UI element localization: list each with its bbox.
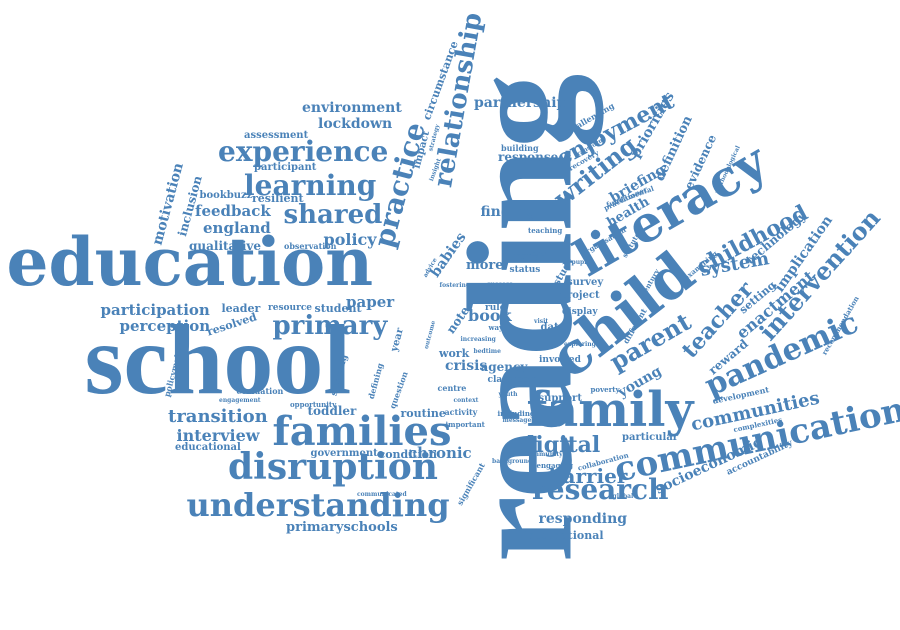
word-family: family [526, 382, 694, 438]
word-important: important [445, 419, 485, 429]
word-success: success [487, 281, 513, 288]
word-transition: transition [168, 406, 268, 427]
word-community: community [525, 451, 563, 458]
word-observation: observation [284, 241, 337, 251]
word-paper: paper [346, 292, 395, 311]
word-engaging: engaging [536, 460, 574, 470]
word-experience: experience [218, 135, 389, 168]
word-teaching: teaching [528, 225, 563, 235]
word-outcome: outcome [422, 319, 437, 350]
word-classroom: classroom [487, 374, 539, 385]
word-school: school [84, 304, 352, 415]
word-message: message [502, 417, 532, 424]
word-exploring: exploring [564, 341, 596, 348]
word-communicated: communicated [357, 491, 407, 498]
word-centre: centre [437, 383, 467, 393]
word-crisis: crisis [445, 358, 488, 374]
word-understanding: understanding [186, 486, 450, 524]
word-primary: primary [272, 311, 388, 341]
word-status: status [509, 264, 541, 275]
word-year: year [389, 326, 406, 353]
word-agency: agency [480, 360, 528, 374]
word-disruption: disruption [228, 446, 438, 488]
word-research: research [532, 473, 669, 506]
word-involved: involved [539, 354, 581, 365]
word-evaluation: evaluation [236, 386, 284, 396]
word-lockdown: lockdown [318, 116, 393, 132]
word-visit: visit [534, 318, 549, 325]
word-toddler: toddler [307, 404, 357, 418]
word-opportunity: opportunity [290, 399, 337, 409]
word-participation: participation [100, 300, 210, 319]
word-qualitative: qualitative [189, 239, 262, 253]
word-partnership: partnership [474, 95, 567, 111]
word-background: background [492, 458, 533, 465]
word-activity: activity [444, 407, 478, 417]
word-feedback: feedback [195, 201, 271, 220]
word-resource: resource [268, 302, 313, 313]
word-finding: finding [480, 204, 536, 220]
word-many: many [511, 251, 539, 262]
word-rule: rule [485, 302, 506, 313]
word-policy: policy [323, 230, 377, 249]
word-international: international [522, 528, 604, 542]
word-defining: defining [365, 361, 385, 401]
word-government: government [310, 448, 378, 459]
word-way: way [488, 322, 504, 332]
word-shared: shared [283, 200, 383, 230]
word-bedtime: bedtime [473, 348, 501, 355]
word-education: education [6, 223, 374, 301]
word-display: display [562, 306, 598, 317]
word-response: response [498, 150, 559, 164]
word-global: global [612, 493, 634, 500]
word-student: student [314, 301, 362, 315]
word-particular: particular [622, 432, 679, 443]
word-england: england [203, 218, 271, 237]
word-question: question [386, 370, 410, 410]
word-perception: perception [119, 316, 211, 335]
word-responding: responding [538, 511, 628, 527]
word-chronic: chronic [408, 443, 472, 462]
word-resilient: resilient [252, 191, 304, 205]
word-project: project [560, 290, 600, 301]
word-interview: interview [176, 426, 260, 445]
word-more: more [466, 257, 504, 273]
word-engagement: engagement [219, 397, 261, 404]
word-digital: digital [520, 432, 601, 458]
word-poverty: poverty [590, 384, 620, 394]
word-primaryschools: primaryschools [286, 519, 398, 535]
word-book: book [468, 306, 512, 325]
word-bookbuzz: bookbuzz [199, 190, 253, 201]
word-barrier: barrier [548, 464, 628, 488]
word-fostering: fostering [439, 282, 471, 289]
word-condition: condition [378, 447, 438, 461]
word-families: families [272, 408, 452, 455]
word-environment: environment [302, 100, 402, 116]
word-lens: lens [530, 248, 547, 258]
word-work: work [439, 346, 470, 360]
word-leader: leader [221, 301, 261, 315]
word-learning: learning [244, 169, 377, 202]
word-educational: educational [175, 442, 241, 453]
word-routine: routine [400, 406, 446, 420]
word-context: context [453, 397, 479, 404]
word-assessment: assessment [244, 130, 309, 141]
word-including: including [497, 408, 535, 418]
word-increasing: increasing [460, 336, 496, 343]
word-survey: survey [567, 277, 604, 288]
word-building: building [501, 143, 539, 153]
word-pupil: pupil [571, 259, 589, 266]
word-youth: youth [498, 391, 518, 398]
word-data: data [540, 322, 566, 333]
word-support: support [538, 393, 582, 404]
word-participant: participant [254, 162, 317, 173]
